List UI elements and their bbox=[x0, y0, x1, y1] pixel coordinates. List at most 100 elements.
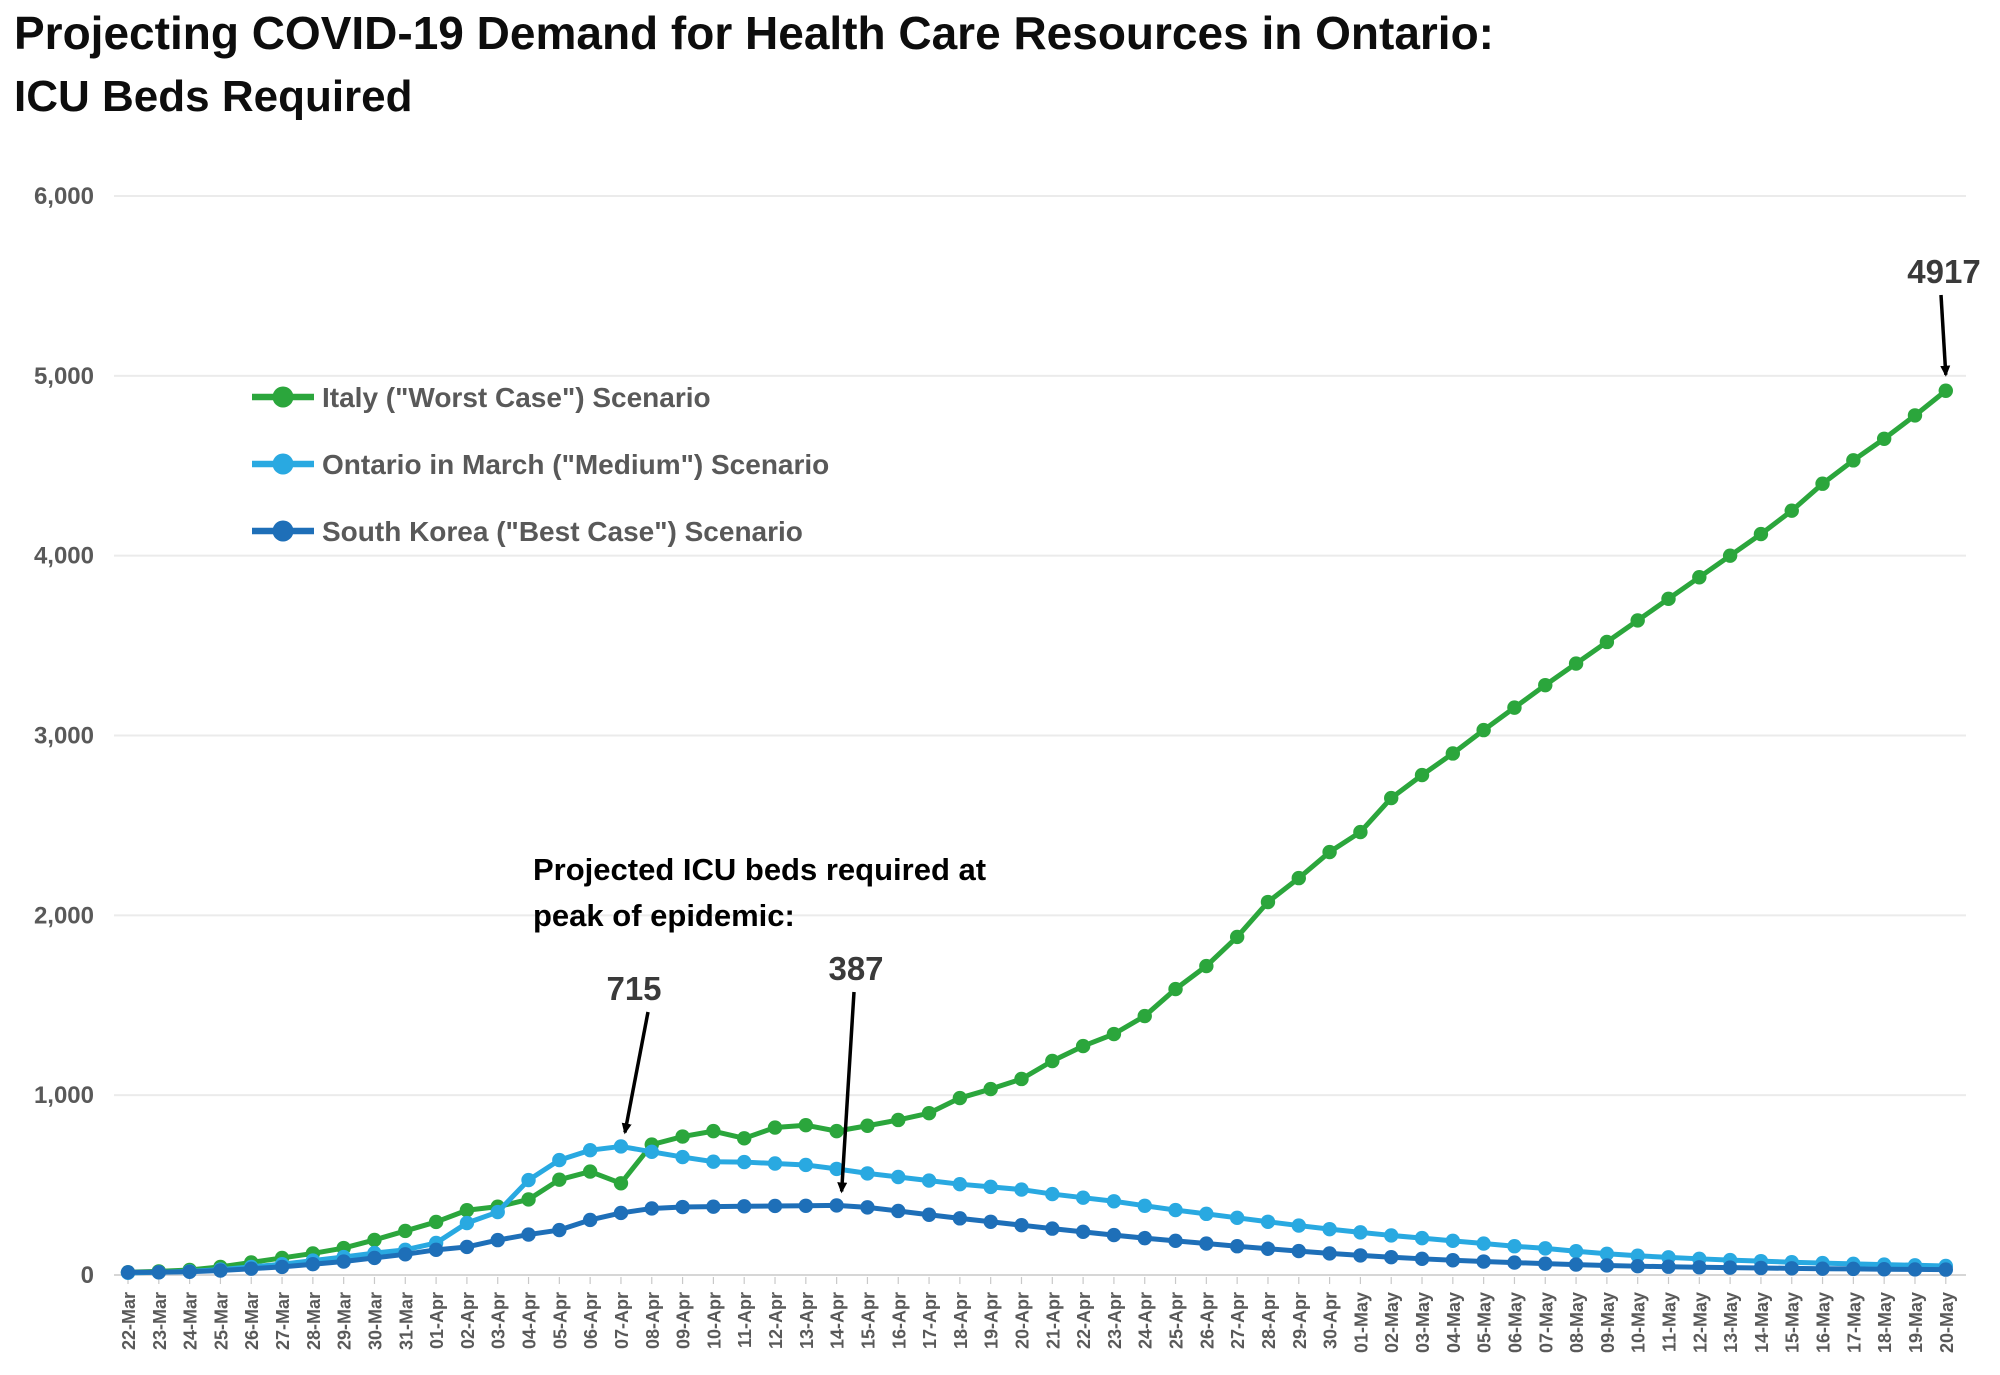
data-point bbox=[1045, 1186, 1060, 1202]
x-tick-label: 30-Mar bbox=[365, 1292, 385, 1350]
data-point bbox=[1722, 548, 1738, 563]
data-point bbox=[1753, 1260, 1769, 1276]
x-tick-label: 04-Apr bbox=[520, 1292, 540, 1349]
data-point bbox=[1322, 844, 1337, 860]
x-tick-label: 20-May bbox=[1937, 1292, 1957, 1353]
data-point bbox=[921, 1173, 937, 1188]
data-point bbox=[1075, 1038, 1091, 1054]
data-point bbox=[860, 1166, 875, 1181]
data-point bbox=[1137, 1230, 1152, 1246]
data-point bbox=[798, 1157, 814, 1173]
data-point bbox=[891, 1112, 906, 1128]
data-point bbox=[1661, 591, 1676, 607]
data-point bbox=[644, 1201, 659, 1216]
x-tick-label: 05-Apr bbox=[550, 1292, 570, 1349]
legend-marker-dot bbox=[272, 453, 294, 475]
data-point bbox=[1815, 476, 1830, 491]
data-point bbox=[1538, 1241, 1553, 1256]
x-tick-label: 15-May bbox=[1783, 1292, 1803, 1353]
data-point bbox=[767, 1198, 783, 1214]
data-point bbox=[983, 1081, 998, 1097]
data-point bbox=[706, 1199, 721, 1214]
annotation-text-line: peak of epidemic: bbox=[533, 898, 795, 933]
data-point bbox=[552, 1172, 567, 1187]
data-point bbox=[1106, 1227, 1122, 1243]
data-point bbox=[675, 1129, 690, 1144]
data-point bbox=[829, 1161, 844, 1177]
x-tick-label: 24-Mar bbox=[181, 1292, 201, 1350]
data-point bbox=[891, 1203, 906, 1219]
x-tick-label: 08-May bbox=[1567, 1292, 1587, 1353]
x-tick-label: 15-Apr bbox=[858, 1292, 878, 1349]
data-point bbox=[983, 1214, 998, 1229]
data-point bbox=[1876, 431, 1892, 446]
x-tick-label: 25-Mar bbox=[211, 1292, 231, 1350]
data-point bbox=[244, 1261, 259, 1276]
data-point bbox=[1168, 1202, 1183, 1218]
annotation-value-label: 4917 bbox=[1907, 253, 1980, 290]
annotation-value-label: 387 bbox=[828, 950, 883, 987]
y-tick-label: 4,000 bbox=[34, 543, 94, 570]
data-point bbox=[1476, 722, 1491, 738]
data-point bbox=[552, 1222, 567, 1238]
series-south-korea bbox=[120, 1198, 1953, 1280]
data-point bbox=[1476, 1254, 1491, 1269]
x-tick-label: 18-Apr bbox=[951, 1292, 971, 1349]
x-tick-label: 12-Apr bbox=[766, 1292, 786, 1349]
x-tick-label: 22-Apr bbox=[1074, 1292, 1094, 1349]
data-point bbox=[1692, 1260, 1707, 1275]
data-point bbox=[1106, 1026, 1122, 1042]
data-point bbox=[1476, 1236, 1491, 1251]
data-point bbox=[1630, 1258, 1645, 1274]
data-point bbox=[1229, 929, 1245, 945]
annotation-peak-note: Projected ICU beds required at peak of ep… bbox=[533, 852, 986, 933]
series-ontario-march bbox=[120, 1139, 1953, 1281]
y-tick-label: 2,000 bbox=[34, 902, 94, 929]
x-tick-label: 12-May bbox=[1690, 1292, 1710, 1353]
x-tick-label: 08-Apr bbox=[643, 1292, 663, 1349]
legend-item-italy: Italy ("Worst Case") Scenario bbox=[252, 382, 711, 413]
data-point bbox=[521, 1172, 536, 1188]
annotation-south-korea-peak: 387 bbox=[828, 950, 884, 1194]
data-point bbox=[1353, 1225, 1368, 1240]
data-point bbox=[1384, 1228, 1399, 1243]
data-point bbox=[336, 1254, 351, 1269]
x-tick-label: 13-Apr bbox=[797, 1292, 817, 1349]
data-point bbox=[490, 1232, 505, 1248]
x-tick-label: 26-Mar bbox=[242, 1292, 262, 1350]
data-point bbox=[706, 1154, 721, 1169]
legend-label: South Korea ("Best Case") Scenario bbox=[322, 516, 803, 547]
data-point bbox=[1692, 570, 1707, 585]
legend-item-ontario-march: Ontario in March ("Medium") Scenario bbox=[252, 449, 829, 480]
data-point bbox=[274, 1259, 290, 1275]
x-tick-label: 06-May bbox=[1505, 1292, 1525, 1353]
data-point bbox=[891, 1169, 906, 1185]
data-point bbox=[1353, 824, 1368, 840]
legend-label: Ontario in March ("Medium") Scenario bbox=[322, 449, 829, 480]
data-point bbox=[398, 1247, 413, 1262]
data-point bbox=[644, 1144, 659, 1160]
data-point bbox=[921, 1207, 937, 1222]
data-point bbox=[428, 1214, 444, 1230]
x-tick-label: 21-Apr bbox=[1043, 1292, 1063, 1349]
x-tick-label: 20-Apr bbox=[1012, 1292, 1032, 1349]
x-tick-label: 25-Apr bbox=[1167, 1292, 1187, 1349]
page-subtitle: ICU Beds Required bbox=[14, 72, 413, 121]
annotation-italy-end: 4917 bbox=[1907, 253, 1981, 377]
data-point bbox=[1630, 1248, 1645, 1263]
data-point bbox=[367, 1232, 382, 1248]
data-point bbox=[1507, 1255, 1522, 1270]
data-point bbox=[675, 1149, 690, 1165]
data-point bbox=[613, 1139, 629, 1154]
data-point bbox=[552, 1152, 567, 1168]
data-point bbox=[398, 1223, 413, 1239]
data-point bbox=[737, 1199, 752, 1214]
x-tick-label: 30-Apr bbox=[1321, 1292, 1341, 1349]
data-point bbox=[952, 1176, 968, 1192]
x-tick-label: 26-Apr bbox=[1197, 1292, 1217, 1349]
x-tick-label: 09-May bbox=[1598, 1292, 1618, 1353]
data-point bbox=[798, 1198, 814, 1213]
data-point bbox=[1538, 1256, 1553, 1271]
data-point bbox=[1137, 1198, 1152, 1213]
